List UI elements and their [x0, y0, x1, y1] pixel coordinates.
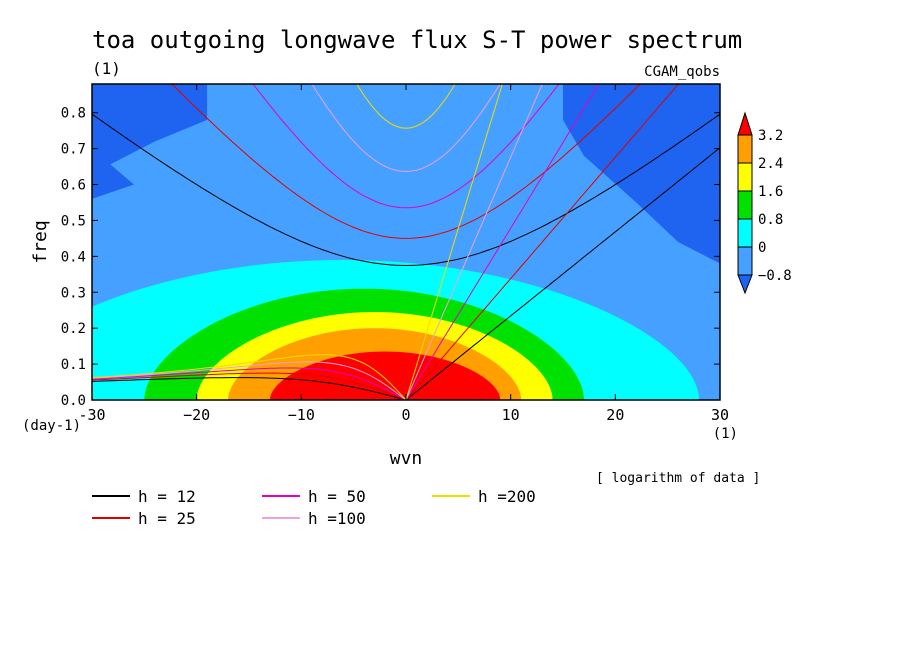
colorbar-label: 0.8	[758, 212, 783, 228]
chart-title: toa outgoing longwave flux S-T power spe…	[92, 26, 742, 54]
y-tick-label: 0.5	[61, 213, 86, 229]
x-tick-label: −10	[288, 406, 315, 424]
x-axis: -30 −20 −10 0 10 20 30	[78, 84, 729, 424]
colorbar-label: 2.4	[758, 156, 783, 172]
contour-low-left	[92, 84, 208, 174]
colorbar-top-arrow	[737, 111, 753, 136]
colorbar: −0.8 0 0.8 1.6 2.4 3.2	[737, 111, 792, 295]
legend-label: h = 12	[138, 487, 196, 506]
gravity-curve-h100	[311, 84, 501, 172]
y-tick-label: 0.0	[61, 393, 86, 409]
x-axis-unit: (1)	[713, 426, 738, 442]
y-tick-label: 0.4	[61, 249, 86, 265]
colorbar-label: 0	[758, 240, 766, 256]
contour-low-left-edge	[92, 148, 134, 199]
x-tick-label: 30	[711, 406, 729, 424]
colorbar-swatch	[737, 134, 753, 164]
colorbar-label: 1.6	[758, 184, 783, 200]
y-tick-label: 0.8	[61, 106, 86, 122]
y-tick-label: 0.7	[61, 142, 86, 158]
y-tick-label: 0.1	[61, 357, 86, 373]
rossby-curve-h12	[92, 377, 407, 400]
data-note: [ logarithm of data ]	[596, 471, 760, 486]
x-tick-label: 0	[401, 406, 410, 424]
y-axis-unit: (day-1)	[22, 418, 81, 434]
x-tick-label: 20	[606, 406, 624, 424]
kelvin-curve-h12	[405, 147, 720, 400]
y-tick-label: 0.2	[61, 321, 86, 337]
legend-label: h =200	[478, 487, 536, 506]
colorbar-label: −0.8	[758, 268, 792, 284]
colorbar-label: 3.2	[758, 128, 783, 144]
y-tick-label: 0.3	[61, 285, 86, 301]
gravity-curve-h25	[171, 84, 641, 239]
title-unit: (1)	[92, 59, 121, 78]
colorbar-bottom-arrow	[737, 274, 753, 295]
contour-level-3-2	[269, 351, 501, 400]
y-axis: 0.0 0.1 0.2 0.3 0.4 0.5 0.6 0.7 0.8	[61, 106, 720, 409]
legend-label: h = 25	[138, 509, 196, 528]
colorbar-swatch	[737, 162, 753, 192]
y-tick-label: 0.6	[61, 178, 86, 194]
legend: h = 12 h = 25 h = 50 h =100 h =200	[92, 487, 536, 528]
gravity-curve-h200	[356, 84, 456, 129]
x-tick-label: -30	[78, 406, 105, 424]
x-tick-label: −20	[183, 406, 210, 424]
rossby-curve-h100	[92, 361, 407, 400]
rossby-curve-h200	[92, 354, 407, 400]
kelvin-curve-h100	[405, 84, 543, 400]
gravity-curve-h50	[252, 84, 560, 209]
colorbar-swatch	[737, 218, 753, 248]
x-axis-label: wvn	[390, 448, 423, 469]
rossby-curve-h25	[92, 372, 407, 400]
kelvin-curve-h50	[405, 84, 600, 400]
rossby-curve-h50	[92, 367, 407, 400]
legend-label: h = 50	[308, 487, 366, 506]
colorbar-swatch	[737, 246, 753, 276]
x-tick-label: 10	[502, 406, 520, 424]
gravity-curve-h12	[92, 113, 720, 267]
kelvin-curve-h200	[405, 84, 503, 400]
kelvin-curve-h25	[405, 84, 680, 400]
contour-low-right	[563, 84, 720, 264]
dataset-label: CGAM_qobs	[644, 64, 720, 80]
plot-area	[92, 84, 720, 400]
y-axis-label: freq	[30, 220, 51, 263]
legend-label: h =100	[308, 509, 366, 528]
colorbar-swatch	[737, 190, 753, 220]
